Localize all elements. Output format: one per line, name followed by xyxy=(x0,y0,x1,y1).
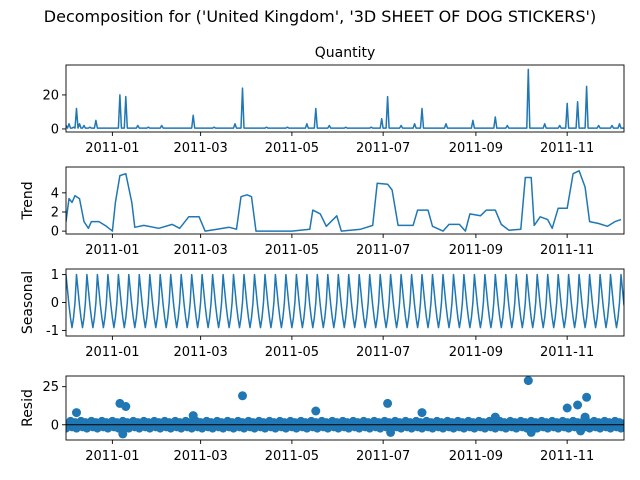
y-tick-label: -1 xyxy=(46,324,59,339)
panel-1: 0 20 2011-01 2011-03 2011-05 2011-07 2011-09 20… xyxy=(42,45,625,156)
y-tick-label: 4 xyxy=(51,186,59,201)
resid-point xyxy=(238,391,247,401)
resid-point xyxy=(580,412,590,422)
x-tick-label: 2011-07 xyxy=(356,141,410,156)
resid-point xyxy=(72,408,81,418)
panel-4: 0 25 2011-01 2011-03 2011-05 2011-07 2011-09 20… xyxy=(20,375,625,464)
x-tick-label: 2011-09 xyxy=(449,243,503,258)
x-tick-label: 2011-07 xyxy=(356,345,410,360)
resid-point xyxy=(562,403,572,413)
x-tick-label: 2011-11 xyxy=(540,141,594,156)
x-tick-label: 2011-09 xyxy=(449,345,503,360)
resid-point xyxy=(523,376,533,386)
y-tick-label: 2 xyxy=(51,205,59,220)
resid-point xyxy=(573,400,583,410)
resid-point xyxy=(121,402,131,411)
resid-point xyxy=(383,398,393,408)
resid-point xyxy=(311,406,321,416)
x-tick-label: 2011-07 xyxy=(356,243,410,258)
x-tick-label: 2011-11 xyxy=(540,345,594,360)
x-tick-label: 2011-03 xyxy=(173,345,227,360)
series-line-1 xyxy=(66,68,624,129)
x-tick-label: 2011-01 xyxy=(85,243,139,258)
y-axis-label: Resid xyxy=(20,389,36,427)
axes-frame-1 xyxy=(65,64,625,133)
panel-title: Quantity xyxy=(315,45,376,61)
x-tick-label: 2011-01 xyxy=(85,345,139,360)
resid-point-band xyxy=(619,419,624,428)
plot-area-4 xyxy=(66,376,624,439)
plot-area-3 xyxy=(66,273,624,329)
y-tick-label: 20 xyxy=(42,88,59,103)
y-tick-label: 1 xyxy=(51,268,59,283)
plot-area-2 xyxy=(66,170,622,232)
x-tick-label: 2011-01 xyxy=(85,449,139,464)
x-tick-label: 2011-09 xyxy=(449,449,503,464)
x-tick-label: 2011-11 xyxy=(540,243,594,258)
y-axis-label: Trend xyxy=(20,181,36,220)
plot-area-1 xyxy=(66,68,624,129)
x-tick-label: 2011-05 xyxy=(265,449,319,464)
resid-point xyxy=(576,426,586,436)
x-tick-label: 2011-03 xyxy=(173,449,227,464)
resid-point xyxy=(118,429,128,439)
resid-point xyxy=(188,411,198,421)
panel-3: -1 0 1 2011-01 2011-03 2011-05 2011-07 2011-09 2… xyxy=(20,268,625,360)
resid-point xyxy=(582,392,592,402)
resid-point xyxy=(490,412,500,422)
x-tick-label: 2011-05 xyxy=(265,141,319,156)
x-tick-label: 2011-07 xyxy=(356,449,410,464)
axes-frame-2 xyxy=(65,166,625,235)
y-tick-label: 0 xyxy=(51,122,59,137)
x-tick-label: 2011-03 xyxy=(173,141,227,156)
resid-point xyxy=(417,408,427,418)
x-tick-label: 2011-01 xyxy=(85,141,139,156)
x-tick-label: 2011-05 xyxy=(265,243,319,258)
y-tick-label: 25 xyxy=(42,380,59,395)
seasonal-line xyxy=(66,273,624,329)
resid-point xyxy=(526,427,536,437)
x-tick-label: 2011-05 xyxy=(265,345,319,360)
y-tick-label: 0 xyxy=(51,418,59,433)
y-axis-label: Seasonal xyxy=(20,271,36,334)
panel-2: 0 2 4 2011-01 2011-03 2011-05 2011-07 2011-09 20… xyxy=(20,166,625,258)
x-tick-label: 2011-03 xyxy=(173,243,227,258)
x-tick-label: 2011-11 xyxy=(540,449,594,464)
y-tick-label: 0 xyxy=(51,296,59,311)
y-tick-label: 0 xyxy=(51,225,59,240)
resid-point xyxy=(386,427,396,437)
axes-frame-4 xyxy=(65,375,625,441)
x-tick-label: 2011-09 xyxy=(449,141,503,156)
series-line-2 xyxy=(66,170,622,232)
figure-suptitle: Decomposition for ('United Kingdom', '3D… xyxy=(44,7,596,26)
